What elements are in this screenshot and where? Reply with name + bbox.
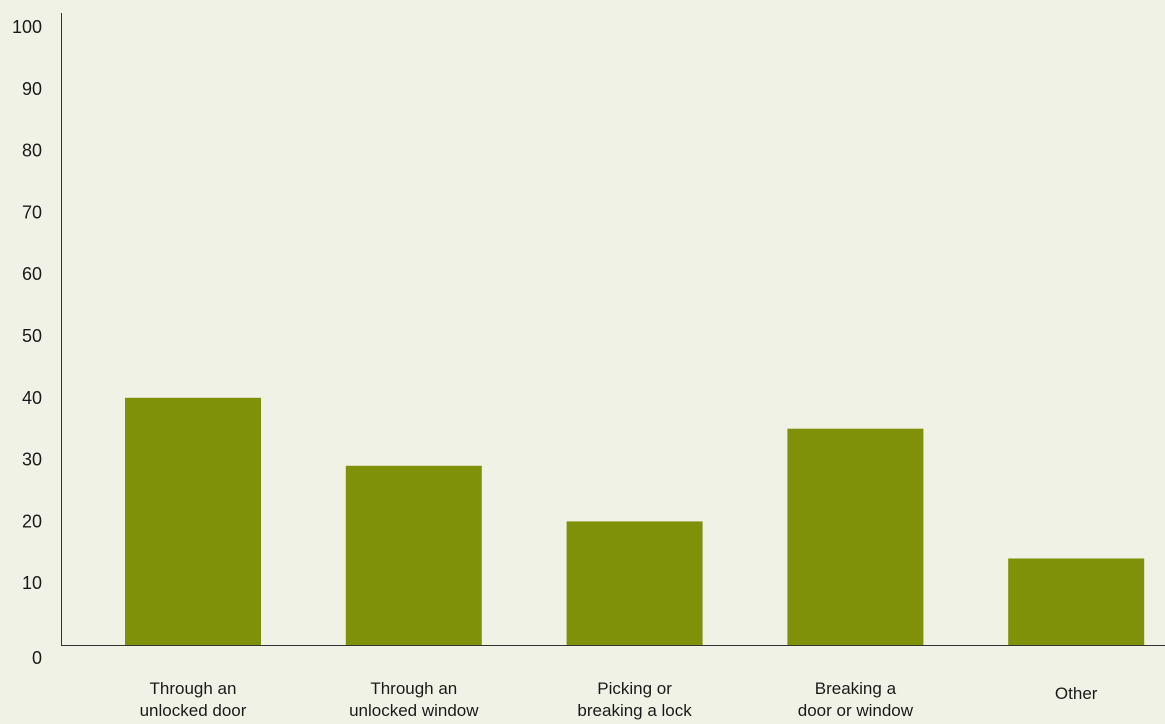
bar bbox=[1008, 558, 1145, 645]
x-axis-labels: Through an unlocked door Through an unlocke… bbox=[140, 679, 1098, 720]
y-tick-label: 90 bbox=[22, 79, 42, 99]
y-tick-label: 20 bbox=[22, 511, 42, 531]
y-tick-label: 100 bbox=[12, 17, 42, 37]
bar bbox=[787, 428, 924, 645]
bars bbox=[125, 397, 1145, 645]
x-category-label: Other bbox=[1055, 684, 1098, 703]
y-tick-label: 40 bbox=[22, 388, 42, 408]
bar bbox=[566, 521, 703, 645]
y-tick-label: 0 bbox=[32, 648, 42, 668]
y-tick-label: 60 bbox=[22, 264, 42, 284]
y-axis-ticks: 0 10 20 30 40 50 60 70 80 90 100 bbox=[12, 17, 42, 668]
bar bbox=[125, 397, 261, 645]
y-tick-label: 50 bbox=[22, 326, 42, 346]
x-category-label: Through an unlocked door bbox=[140, 679, 247, 720]
x-category-label: Picking or breaking a lock bbox=[577, 679, 692, 720]
bar bbox=[345, 465, 482, 645]
y-tick-label: 80 bbox=[22, 141, 42, 161]
y-tick-label: 70 bbox=[22, 202, 42, 222]
x-category-label: Breaking a door or window bbox=[798, 679, 914, 720]
y-tick-label: 10 bbox=[22, 573, 42, 593]
y-tick-label: 30 bbox=[22, 450, 42, 470]
x-category-label: Through an unlocked window bbox=[349, 679, 479, 720]
